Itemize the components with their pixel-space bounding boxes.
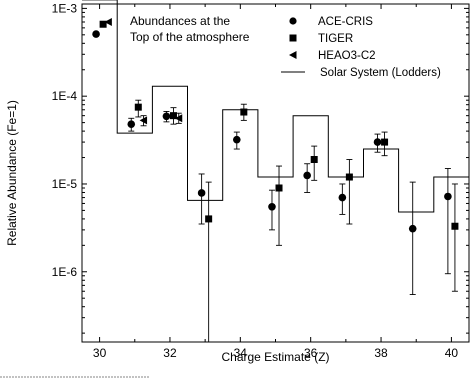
y-axis-ticks: 1E-3 1E-4 1E-5 1E-6 [52,1,469,334]
plot-frame [81,3,470,343]
solar-system-line [82,0,469,213]
point-tiger-3 [205,215,213,223]
y-tick-label-1: 1E-4 [52,89,78,103]
point-ace-cris-8 [373,138,382,146]
point-tiger-2 [169,112,177,120]
point-tiger-7 [345,173,353,181]
point-ace-cris-6 [303,171,311,180]
legend-entry-heao3-c2: HEAO3-C2 [289,50,376,62]
legend-entry-ace-cris: ACE-CRIS [289,16,373,28]
legend-square-icon [289,34,297,42]
annotation-line-1: Abundances at the [130,14,230,28]
x-tick-label-38: 38 [374,346,388,360]
point-heao3-c2-1 [139,116,148,125]
data-markers [92,17,459,233]
x-tick-label-30: 30 [93,346,107,360]
x-axis-ticks: 30 32 34 36 38 40 [93,4,458,360]
solar-system-step-line [82,0,469,213]
point-heao3-c2-2 [174,114,183,123]
scan-artifact-strip [0,376,150,378]
y-tick-label-0: 1E-3 [52,1,78,15]
annotation-line-2: Top of the atmosphere [130,30,250,44]
point-tiger-0 [99,20,107,28]
y-axis-label: Relative Abundance (Fe=1) [5,100,19,246]
legend-triangle-left-icon [289,51,297,59]
legend-entry-tiger: TIGER [289,33,353,45]
x-tick-label-36: 36 [304,346,318,360]
point-heao3-c2-0 [104,17,112,26]
point-ace-cris-3 [197,189,206,197]
x-axis-label: Charge Estimate (Z) [221,350,329,364]
y-tick-label-2: 1E-5 [52,177,78,191]
point-ace-cris-0 [92,30,100,38]
x-tick-label-40: 40 [445,346,459,360]
point-ace-cris-7 [338,193,347,202]
legend-label-ace-cris: ACE-CRIS [318,16,373,28]
legend-circle-icon [289,17,297,25]
point-tiger-5 [275,184,283,192]
point-ace-cris-5 [268,202,276,211]
point-tiger-6 [310,156,318,164]
point-tiger-8 [381,138,389,146]
x-tick-label-32: 32 [163,346,177,360]
point-tiger-4 [240,108,248,116]
point-tiger-1 [134,103,142,111]
point-ace-cris-1 [127,120,136,128]
x-tick-label-34: 34 [234,346,248,360]
legend-label-heao3-c2: HEAO3-C2 [318,50,376,62]
legend: ACE-CRIS TIGER HEAO3-C2 Solar System (Lo… [281,16,441,79]
legend-label-tiger: TIGER [318,33,353,45]
point-ace-cris-2 [162,112,171,121]
point-ace-cris-4 [233,135,241,144]
point-ace-cris-10 [444,192,452,201]
point-ace-cris-9 [408,224,417,233]
point-tiger-9 [451,222,459,230]
legend-label-solar-system: Solar System (Lodders) [320,67,441,79]
legend-entry-solar-system: Solar System (Lodders) [281,67,441,79]
y-tick-label-3: 1E-6 [52,265,78,279]
